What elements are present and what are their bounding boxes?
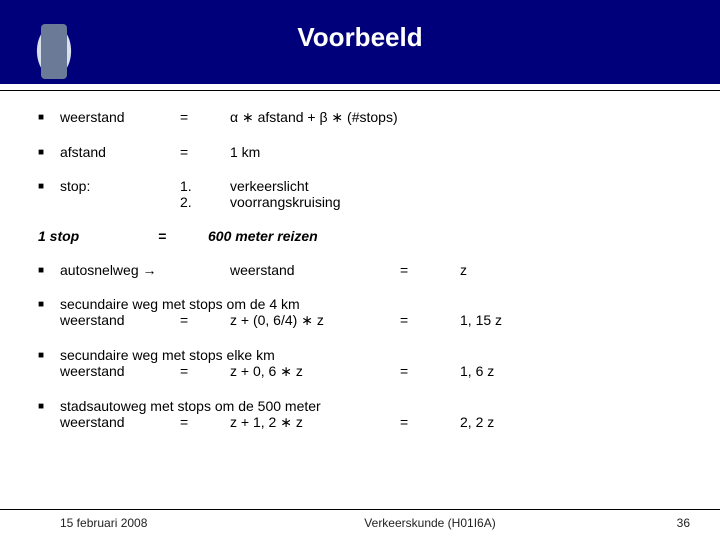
def-row-weerstand: ■ weerstand = α ∗ afstand + β ∗ (#stops) <box>38 109 682 126</box>
footer-course: Verkeerskunde (H01I6A) <box>220 516 640 530</box>
equals: = <box>158 228 208 244</box>
bullet-icon: ■ <box>38 178 60 192</box>
def-row-afstand: ■ afstand = 1 km <box>38 144 682 160</box>
footer-date: 15 februari 2008 <box>20 516 220 530</box>
calc-val: z + (0, 6/4) ∗ z <box>230 312 400 329</box>
rhs: 1 km <box>230 144 682 160</box>
calc-val: z + 0, 6 ∗ z <box>230 363 400 380</box>
def-row-stop: ■ stop: 1. 2. verkeerslicht voorrangskru… <box>38 178 682 210</box>
z: 2, 2 z <box>460 414 494 431</box>
rhs: verkeerslicht voorrangskruising <box>230 178 682 210</box>
line1: secundaire weg met stops elke km <box>60 347 682 363</box>
calc-val: weerstand <box>230 262 400 278</box>
case-autosnelweg: ■ autosnelweg → weerstand = z <box>38 262 682 278</box>
line1: secundaire weg met stops om de 4 km <box>60 296 682 312</box>
z: 1, 15 z <box>460 312 502 329</box>
equals: = <box>180 144 230 160</box>
bullet-icon: ■ <box>38 398 60 412</box>
slide-body: ■ weerstand = α ∗ afstand + β ∗ (#stops)… <box>0 91 720 431</box>
eq: = <box>400 414 460 431</box>
calc-eq: = <box>180 414 230 431</box>
line1: autosnelweg → <box>60 262 230 278</box>
footer-page: 36 <box>640 516 700 530</box>
equals: = <box>180 109 230 125</box>
eq: = <box>400 363 460 380</box>
slide-title: Voorbeeld <box>0 22 720 53</box>
bullet-icon: ■ <box>38 109 60 123</box>
label: afstand <box>60 144 180 160</box>
numbering: 1. 2. <box>180 178 230 210</box>
case-secundaire-1km: ■ secundaire weg met stops elke km weers… <box>38 347 682 380</box>
line1: stadsautoweg met stops om de 500 meter <box>60 398 682 414</box>
calc-val: z + 1, 2 ∗ z <box>230 414 400 431</box>
bullet-icon: ■ <box>38 347 60 361</box>
bullet-icon: ■ <box>38 144 60 158</box>
bullet-icon: ■ <box>38 262 60 276</box>
case-secundaire-4km: ■ secundaire weg met stops om de 4 km we… <box>38 296 682 329</box>
calc-lbl: weerstand <box>60 363 180 380</box>
calc-lbl: weerstand <box>60 414 180 431</box>
calc-eq: = <box>180 312 230 329</box>
slide-footer: 15 februari 2008 Verkeerskunde (H01I6A) … <box>0 509 720 530</box>
label: stop: <box>60 178 180 194</box>
rhs: α ∗ afstand + β ∗ (#stops) <box>230 109 682 126</box>
eq: = <box>400 312 460 329</box>
bullet-icon: ■ <box>38 296 60 310</box>
eq: = <box>400 262 460 278</box>
emphasis-row: 1 stop = 600 meter reizen <box>38 228 682 244</box>
z: z <box>460 262 467 278</box>
label: 1 stop <box>38 228 158 244</box>
rhs: 600 meter reizen <box>208 228 682 244</box>
z: 1, 6 z <box>460 363 494 380</box>
calc-lbl: weerstand <box>60 312 180 329</box>
calc-eq: = <box>180 363 230 380</box>
case-stadsautoweg: ■ stadsautoweg met stops om de 500 meter… <box>38 398 682 431</box>
label: weerstand <box>60 109 180 125</box>
